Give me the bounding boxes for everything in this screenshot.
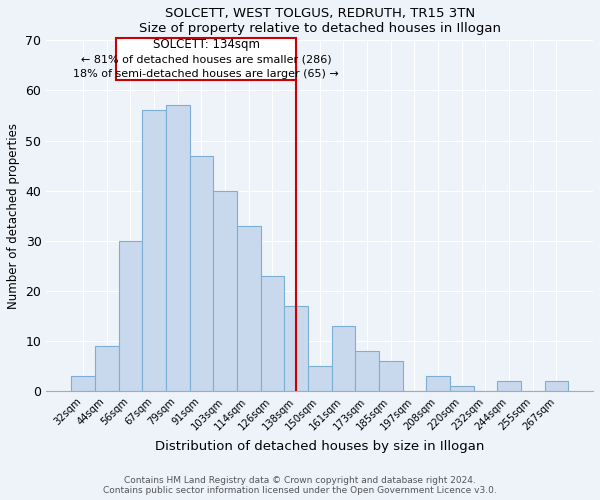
Text: ← 81% of detached houses are smaller (286): ← 81% of detached houses are smaller (28… — [81, 54, 331, 64]
Text: 18% of semi-detached houses are larger (65) →: 18% of semi-detached houses are larger (… — [73, 70, 339, 80]
Bar — [379, 361, 403, 391]
Bar — [450, 386, 473, 391]
Bar — [71, 376, 95, 391]
Text: SOLCETT: 134sqm: SOLCETT: 134sqm — [152, 38, 260, 51]
X-axis label: Distribution of detached houses by size in Illogan: Distribution of detached houses by size … — [155, 440, 484, 453]
Bar — [166, 106, 190, 391]
Bar — [355, 351, 379, 391]
Bar — [95, 346, 119, 391]
Y-axis label: Number of detached properties: Number of detached properties — [7, 123, 20, 309]
Bar — [213, 190, 237, 391]
Bar — [260, 276, 284, 391]
Bar — [284, 306, 308, 391]
Bar — [308, 366, 332, 391]
Bar — [545, 381, 568, 391]
Bar — [142, 110, 166, 391]
Bar — [332, 326, 355, 391]
Bar — [119, 241, 142, 391]
Title: SOLCETT, WEST TOLGUS, REDRUTH, TR15 3TN
Size of property relative to detached ho: SOLCETT, WEST TOLGUS, REDRUTH, TR15 3TN … — [139, 7, 501, 35]
Bar — [116, 38, 296, 80]
Bar — [190, 156, 213, 391]
Bar — [237, 226, 260, 391]
Bar — [426, 376, 450, 391]
Bar — [497, 381, 521, 391]
Text: Contains HM Land Registry data © Crown copyright and database right 2024.
Contai: Contains HM Land Registry data © Crown c… — [103, 476, 497, 495]
